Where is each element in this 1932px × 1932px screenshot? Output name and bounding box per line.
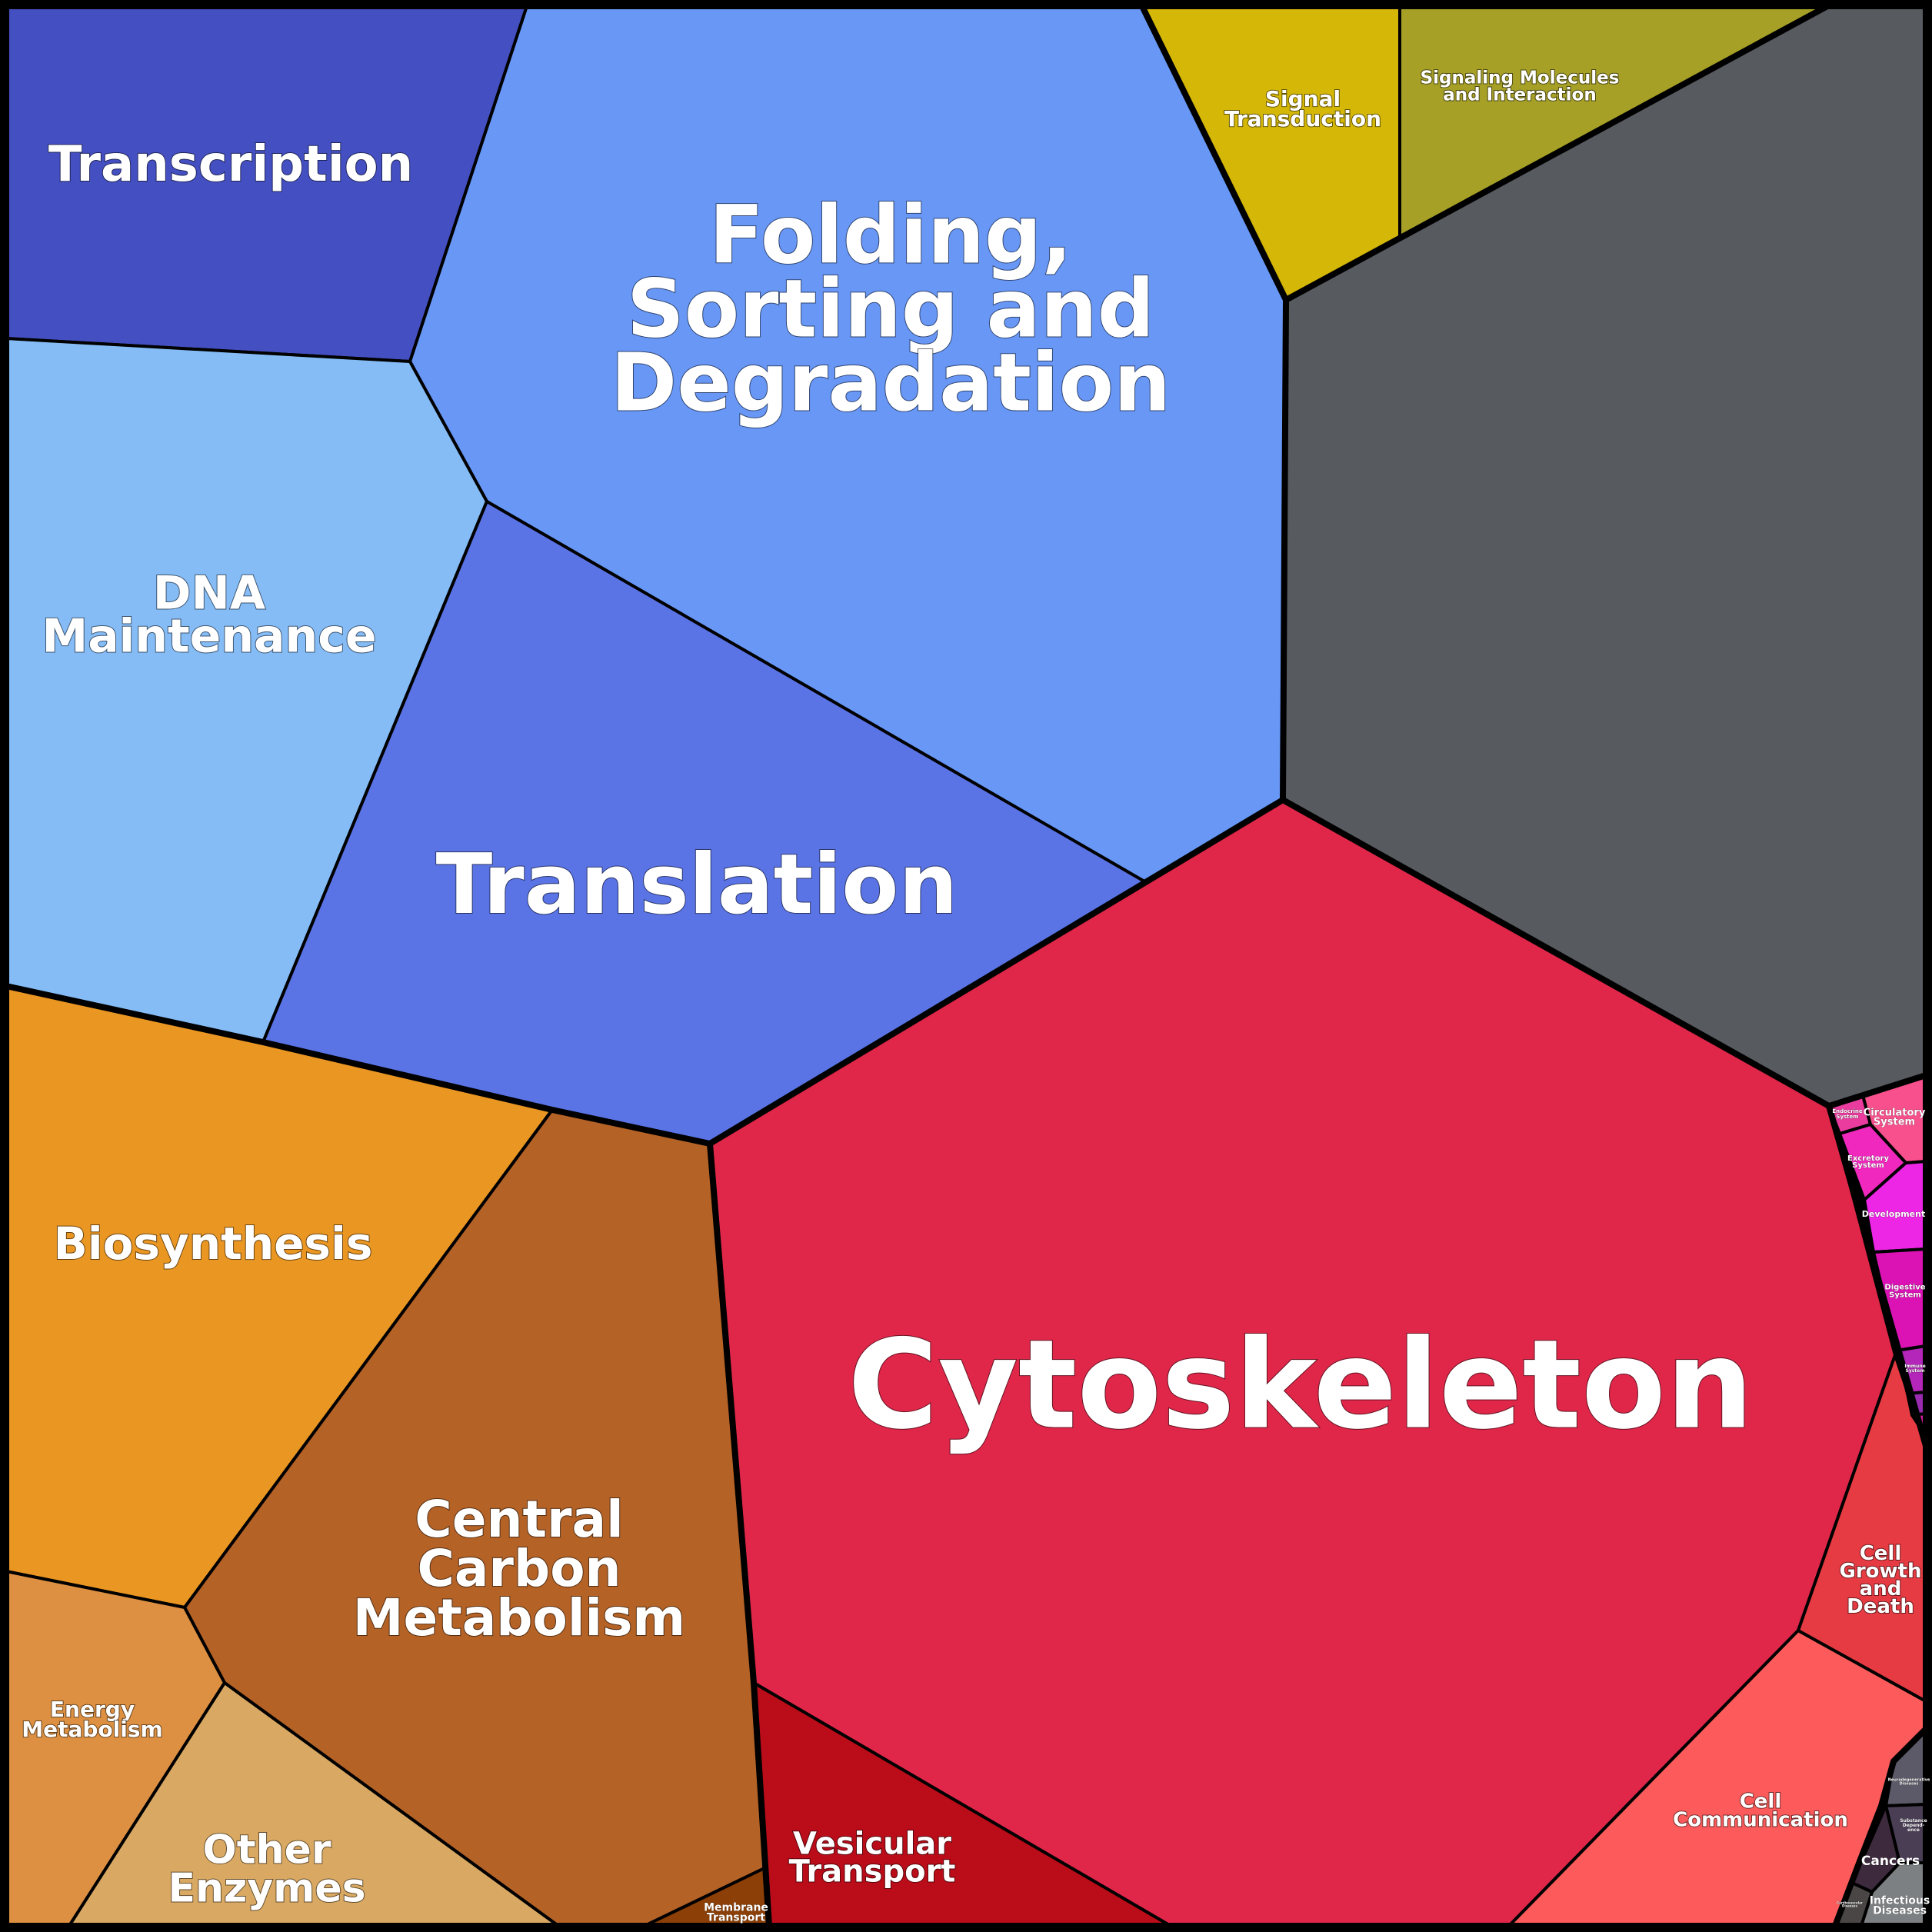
label-cardio-line-1: Cardiovascular <box>1837 1900 1863 1904</box>
label-cell-growth-line-1: Cell <box>1860 1542 1902 1565</box>
label-folding-line-1: Folding, <box>709 188 1072 281</box>
label-cell-communication-line-2: Communication <box>1673 1808 1848 1831</box>
label-infectious-line-1: Infectious <box>1870 1895 1930 1907</box>
label-other-enzymes-line-1: Other <box>203 1827 331 1874</box>
label-vesicular-transport-line-1: Vesicular <box>793 1826 951 1861</box>
label-substance-line-2: Depend- <box>1903 1823 1925 1828</box>
group-border-cellular <box>707 1143 772 1927</box>
label-membrane-transport-line-2: Transport <box>707 1912 765 1924</box>
label-other-enzymes-line-2: Enzymes <box>168 1866 365 1912</box>
group-border-organismal <box>1826 1104 1929 1447</box>
label-cell-growth-line-2: Growth <box>1840 1560 1922 1583</box>
label-immune-line-2: System <box>1906 1368 1925 1374</box>
label-endocrine-line-2: System <box>1836 1114 1858 1120</box>
label-development: Development <box>1862 1209 1925 1219</box>
label-circulatory-line-2: System <box>1874 1117 1915 1128</box>
label-cell-growth-line-3: and <box>1860 1577 1902 1601</box>
label-dna-maintenance-line-2: Maintenance <box>42 610 376 664</box>
group-border-environmental <box>1284 3 1829 303</box>
label-digestive-line-1: Digestive <box>1884 1284 1925 1292</box>
label-signal-transduction-line-2: Transduction <box>1224 106 1381 132</box>
label-translation: Translation <box>436 837 958 933</box>
label-folding-line-3: Degradation <box>611 335 1171 429</box>
label-cell-communication-line-1: Cell <box>1740 1790 1782 1813</box>
label-biosynthesis: Biosynthesis <box>54 1217 373 1270</box>
label-immune-line-1: Immune <box>1904 1364 1925 1369</box>
label-central-carbon-line-3: Metabolism <box>353 1588 685 1647</box>
label-digestive-line-2: System <box>1889 1291 1921 1300</box>
label-signaling-molecules-line-1: Signaling Molecules <box>1421 68 1620 88</box>
label-folding-line-2: Sorting and <box>627 261 1154 355</box>
label-signaling-molecules-line-2: and Interaction <box>1443 85 1596 105</box>
label-cell-growth-line-4: Death <box>1847 1595 1914 1618</box>
label-cytoskeleton: Cytoskeleton <box>848 1313 1754 1457</box>
label-central-carbon-line-1: Central <box>415 1490 623 1549</box>
label-membrane-transport-line-1: Membrane <box>704 1902 768 1914</box>
label-excretory-line-1: Excretory <box>1847 1154 1890 1163</box>
label-substance-line-1: Substance <box>1900 1818 1927 1824</box>
label-signal-transduction-line-1: Signal <box>1265 86 1341 112</box>
label-vesicular-transport-line-2: Transport <box>789 1854 956 1889</box>
label-circulatory-line-1: Circulatory <box>1864 1108 1926 1119</box>
label-cardio-line-2: Diseases <box>1842 1904 1858 1907</box>
label-dna-maintenance-line-1: DNA <box>153 567 266 621</box>
label-substance-line-3: ence <box>1907 1827 1920 1833</box>
label-central-carbon-line-2: Carbon <box>417 1539 621 1598</box>
group-border-diseases <box>1832 1727 1928 1927</box>
label-neuro-line-2: Diseases <box>1900 1781 1919 1786</box>
label-excretory-line-2: System <box>1852 1161 1884 1170</box>
label-infectious-line-2: Diseases <box>1873 1905 1927 1917</box>
label-neuro-line-1: Neurodegenerative <box>1888 1777 1930 1782</box>
label-cancers: Cancers <box>1861 1854 1920 1869</box>
label-transcription: Transcription <box>48 136 413 193</box>
label-energy-metabolism-line-1: Energy <box>50 1697 135 1722</box>
label-endocrine-line-1: Endocrine <box>1832 1108 1863 1114</box>
label-energy-metabolism-line-2: Metabolism <box>22 1717 162 1742</box>
